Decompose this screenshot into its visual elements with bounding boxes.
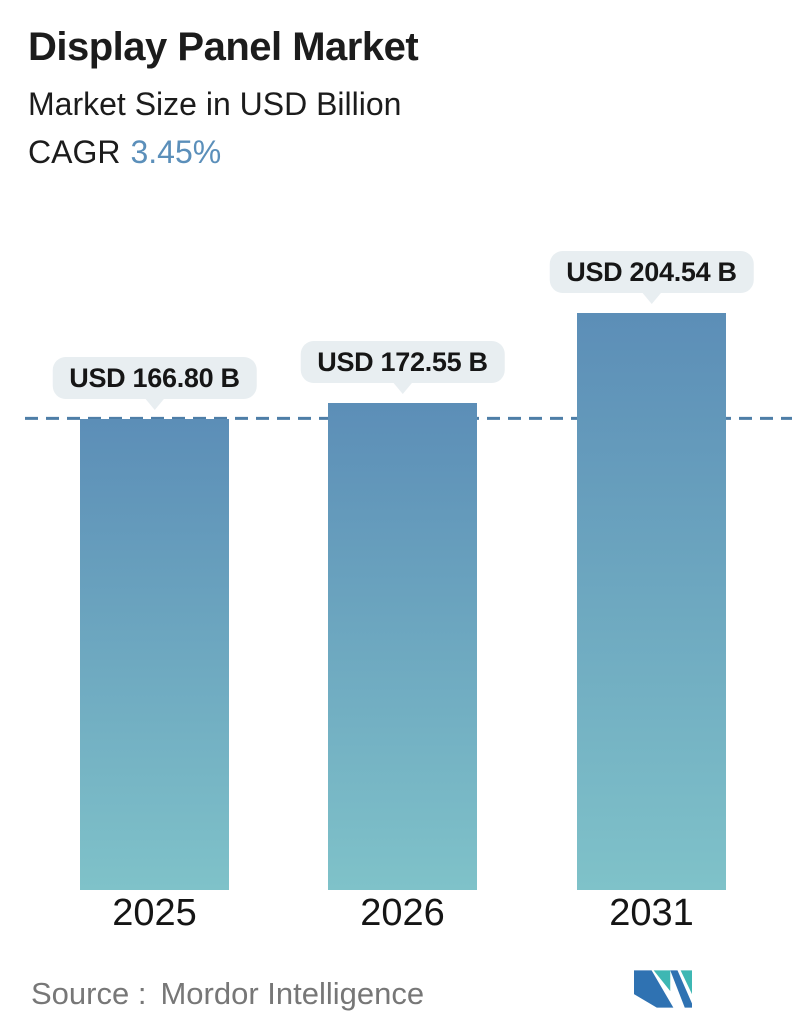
callout-pointer bbox=[641, 291, 662, 304]
x-label-2031: 2031 bbox=[609, 892, 694, 934]
source-label: Source : bbox=[31, 976, 147, 1011]
value-label-2026: USD 172.55 B bbox=[317, 347, 488, 378]
x-label-2025: 2025 bbox=[112, 892, 197, 934]
source-attribution: Source : Mordor Intelligence bbox=[31, 976, 424, 1012]
bar-2031 bbox=[577, 312, 726, 890]
value-label-2025: USD 166.80 B bbox=[69, 363, 240, 394]
bar-2025 bbox=[80, 419, 229, 890]
source-value: Mordor Intelligence bbox=[160, 976, 425, 1011]
mordor-intelligence-logo-icon bbox=[634, 970, 692, 1008]
value-callout-2031: USD 204.54 B bbox=[549, 250, 754, 304]
cagr-label: CAGR bbox=[28, 134, 121, 170]
value-callout-2026: USD 172.55 B bbox=[300, 341, 505, 395]
callout-pointer bbox=[144, 398, 165, 411]
chart-subtitle: Market Size in USD Billion bbox=[28, 86, 402, 122]
value-label-2031: USD 204.54 B bbox=[566, 256, 737, 287]
cagr-line: CAGR 3.45% bbox=[28, 132, 221, 172]
page-title: Display Panel Market bbox=[28, 25, 419, 69]
callout-pointer bbox=[392, 382, 413, 395]
value-callout-2025: USD 166.80 B bbox=[52, 357, 257, 411]
x-label-2026: 2026 bbox=[360, 892, 445, 934]
cagr-value: 3.45% bbox=[130, 134, 222, 170]
bar-2026 bbox=[328, 403, 477, 890]
